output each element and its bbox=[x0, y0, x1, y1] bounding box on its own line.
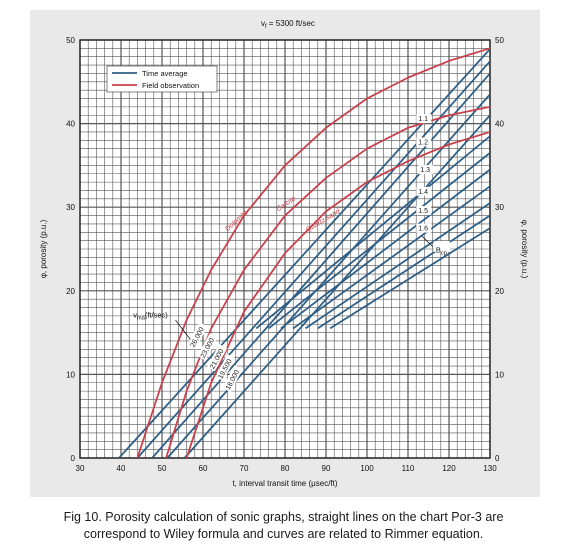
x-tick-label-9: 120 bbox=[442, 464, 456, 473]
bcp-value-bg-4 bbox=[416, 206, 432, 216]
y-tick-label-left-5: 50 bbox=[66, 36, 75, 45]
legend-box bbox=[106, 65, 218, 93]
y-tick-label-left-1: 10 bbox=[66, 370, 75, 379]
x-tick-label-4: 70 bbox=[240, 464, 249, 473]
time-average-line-8 bbox=[292, 185, 490, 330]
matrix-velocity-bg-1 bbox=[197, 333, 218, 361]
time-average-line-9 bbox=[304, 202, 490, 330]
bcp-value-0: 1.1 bbox=[418, 116, 428, 123]
time-average-line-6 bbox=[268, 152, 490, 330]
time-average-line-0 bbox=[118, 47, 490, 458]
x-tick-label-3: 60 bbox=[199, 464, 208, 473]
bcp-value-bg-2 bbox=[418, 165, 434, 175]
field-observation-curve-0 bbox=[136, 47, 490, 458]
y-tick-label-right-1: 10 bbox=[495, 370, 504, 379]
caption-line-1: Fig 10. Porosity calculation of sonic gr… bbox=[63, 510, 504, 524]
matrix-velocity-bg-4 bbox=[222, 364, 243, 393]
bcp-value-3: 1.4 bbox=[418, 189, 428, 196]
time-average-line-11 bbox=[329, 227, 490, 330]
y-axis-label-right: φ, porosity (p.u.) bbox=[520, 220, 529, 279]
y-tick-label-right-4: 40 bbox=[495, 120, 504, 129]
caption-line-2: correspond to Wiley formula and curves a… bbox=[83, 527, 484, 541]
y-tick-label-right-3: 30 bbox=[495, 203, 504, 212]
time-average-line-3 bbox=[166, 93, 490, 458]
y-tick-label-left-2: 20 bbox=[66, 287, 75, 296]
x-tick-label-0: 30 bbox=[76, 464, 85, 473]
bcp-label: Bcp bbox=[436, 245, 447, 256]
y-tick-label-left-0: 0 bbox=[71, 454, 76, 463]
time-average-line-10 bbox=[317, 214, 490, 330]
field-observation-curve-2 bbox=[185, 131, 490, 458]
matrix-velocity-bg-0 bbox=[187, 322, 208, 350]
plot-border bbox=[79, 39, 491, 459]
y-tick-label-right-2: 20 bbox=[495, 287, 504, 296]
bcp-value-bg-5 bbox=[416, 223, 432, 233]
bcp-value-2: 1.3 bbox=[420, 167, 430, 174]
x-tick-label-2: 50 bbox=[158, 464, 167, 473]
chart-title: vf = 5300 ft/sec bbox=[261, 19, 315, 30]
y-tick-label-left-4: 40 bbox=[66, 120, 75, 129]
bcp-value-4: 1.5 bbox=[418, 208, 428, 215]
time-average-line-1 bbox=[136, 59, 490, 458]
y-tick-label-left-3: 30 bbox=[66, 203, 75, 212]
x-tick-label-6: 90 bbox=[322, 464, 331, 473]
y-tick-label-right-0: 0 bbox=[495, 454, 500, 463]
y-tick-label-right-5: 50 bbox=[495, 36, 504, 45]
bcp-value-1: 1.2 bbox=[418, 140, 428, 147]
figure-caption: Fig 10. Porosity calculation of sonic gr… bbox=[0, 509, 567, 543]
bcp-label-bg bbox=[433, 240, 450, 252]
x-axis-label: t, interval transit time (μsec/ft) bbox=[232, 479, 337, 488]
x-tick-label-8: 110 bbox=[402, 464, 415, 473]
matrix-velocity-bg-3 bbox=[215, 354, 236, 382]
bcp-leader bbox=[422, 236, 433, 247]
legend-label-1: Field observation bbox=[142, 81, 199, 90]
x-tick-label-5: 80 bbox=[281, 464, 290, 473]
x-tick-label-7: 100 bbox=[360, 464, 374, 473]
time-average-line-5 bbox=[255, 135, 490, 330]
bcp-value-5: 1.6 bbox=[418, 226, 428, 233]
y-axis-label-left: φ, porosity (p.u.) bbox=[39, 219, 48, 278]
chart-panel: Dolomite Calcite Quartz sand vma(ft/sec) 26,… bbox=[30, 10, 540, 497]
bcp-value-bg-3 bbox=[416, 186, 432, 196]
bcp-value-bg-1 bbox=[416, 137, 432, 147]
matrix-velocity-label: vma(ft/sec) bbox=[133, 311, 168, 322]
bcp-value-bg-0 bbox=[416, 114, 432, 124]
x-tick-label-1: 40 bbox=[117, 464, 126, 473]
legend-label-0: Time average bbox=[142, 69, 188, 78]
x-tick-label-10: 130 bbox=[483, 464, 497, 473]
matrix-velocity-bg-2 bbox=[207, 344, 228, 372]
time-average-line-7 bbox=[280, 168, 490, 330]
matrix-velocity-leader bbox=[175, 319, 194, 343]
